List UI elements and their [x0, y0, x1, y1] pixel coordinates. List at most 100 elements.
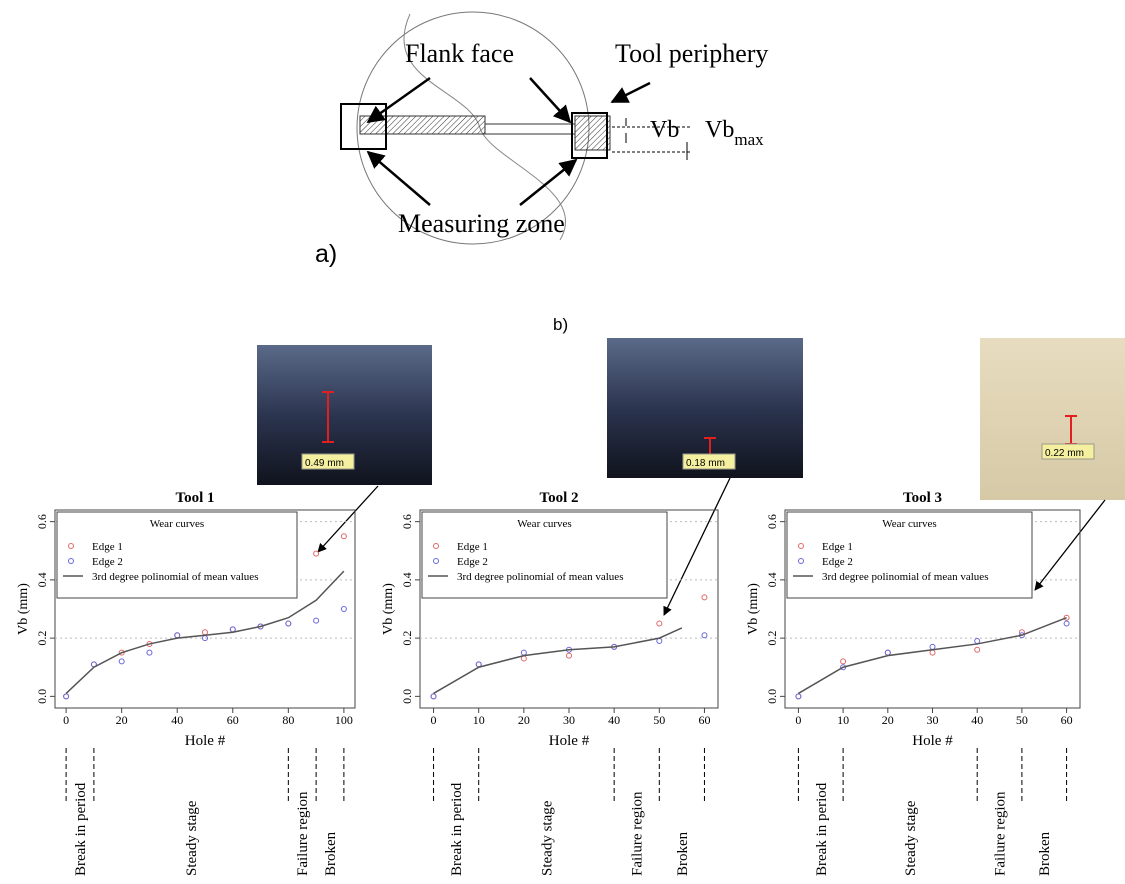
legend-label: Edge 1	[457, 541, 488, 553]
panel-label: a)	[315, 240, 337, 268]
stage-label: Steady stage	[903, 800, 919, 876]
stage-label: Broken	[323, 831, 339, 876]
x-tick-label: 0	[63, 713, 69, 727]
diagram-label: Vb	[705, 117, 734, 143]
data-point	[567, 653, 572, 658]
stage-label: Failure region	[630, 791, 646, 876]
data-point	[657, 639, 662, 644]
legend-label: Edge 2	[457, 556, 488, 568]
y-tick-label: 0.6	[765, 514, 779, 529]
data-point	[796, 694, 801, 699]
chart-title: Tool 1	[175, 490, 214, 506]
tool-photo	[980, 338, 1125, 500]
y-tick-label: 0.6	[35, 514, 49, 529]
diagram-label: max	[734, 130, 764, 149]
data-point	[702, 633, 707, 638]
x-tick-label: 20	[116, 713, 128, 727]
panel-label: b)	[553, 315, 568, 334]
x-tick-label: 100	[335, 713, 353, 727]
data-point	[841, 659, 846, 664]
x-axis-label: Hole #	[549, 733, 590, 749]
arrow	[318, 486, 378, 552]
legend-label: 3rd degree polinomial of mean values	[457, 571, 623, 583]
data-point	[147, 650, 152, 655]
y-tick-label: 0.4	[35, 572, 49, 587]
x-tick-label: 50	[653, 713, 665, 727]
chart-title: Tool 3	[903, 490, 942, 506]
x-tick-label: 10	[837, 713, 849, 727]
data-point	[975, 639, 980, 644]
data-point	[341, 534, 346, 539]
data-point	[175, 633, 180, 638]
figure: Flank face Tool periphery Vb Vbmax Measu…	[0, 0, 1125, 879]
y-tick-label: 0.6	[400, 514, 414, 529]
x-tick-label: 30	[927, 713, 939, 727]
x-tick-label: 20	[518, 713, 530, 727]
legend-label: Edge 2	[822, 556, 853, 568]
legend-label: Edge 1	[822, 541, 853, 553]
y-tick-label: 0.2	[35, 631, 49, 646]
measure-label: 0.49 mm	[305, 458, 344, 469]
diagram-label: Measuring zone	[398, 209, 565, 238]
y-tick-label: 0.0	[400, 689, 414, 704]
x-tick-label: 60	[698, 713, 710, 727]
x-axis-label: Hole #	[912, 733, 953, 749]
legend-label: Edge 1	[92, 541, 123, 553]
data-point	[314, 618, 319, 623]
y-tick-label: 0.4	[765, 572, 779, 587]
y-tick-label: 0.2	[765, 631, 779, 646]
legend-label: 3rd degree polinomial of mean values	[822, 571, 988, 583]
stage-label: Steady stage	[539, 800, 555, 876]
legend-label: 3rd degree polinomial of mean values	[92, 571, 258, 583]
data-point	[431, 694, 436, 699]
x-tick-label: 40	[608, 713, 620, 727]
x-tick-label: 30	[563, 713, 575, 727]
data-point	[203, 630, 208, 635]
data-point	[657, 621, 662, 626]
data-point	[521, 650, 526, 655]
legend-title: Wear curves	[882, 518, 936, 530]
y-tick-label: 0.0	[765, 689, 779, 704]
data-point	[341, 607, 346, 612]
arrow	[664, 478, 730, 615]
legend-title: Wear curves	[150, 518, 204, 530]
y-axis-label: Vb (mm)	[746, 583, 761, 635]
legend-label: Edge 2	[92, 556, 123, 568]
data-point	[1064, 621, 1069, 626]
diagram-label: Flank face	[405, 39, 514, 68]
x-tick-label: 20	[882, 713, 894, 727]
x-axis-label: Hole #	[185, 733, 226, 749]
y-tick-label: 0.2	[400, 631, 414, 646]
x-tick-label: 10	[473, 713, 485, 727]
x-tick-label: 0	[795, 713, 801, 727]
data-point	[702, 595, 707, 600]
y-tick-label: 0.0	[35, 689, 49, 704]
diagram-label: Vb	[650, 117, 679, 143]
data-point	[64, 694, 69, 699]
stage-label: Broken	[675, 831, 691, 876]
x-tick-label: 60	[227, 713, 239, 727]
data-point	[286, 621, 291, 626]
data-point	[975, 647, 980, 652]
chart: 0.49 mm Tool 1 0.0 0.2 0.4 0.6 0 20 40 60 80 100 Hol…	[16, 345, 432, 876]
wear-diagram: Flank face Tool periphery Vb Vbmax Measu…	[315, 12, 768, 268]
data-point	[885, 650, 890, 655]
data-point	[119, 659, 124, 664]
stage-label: Break in period	[814, 782, 830, 876]
data-point	[314, 551, 319, 556]
x-tick-label: 80	[282, 713, 294, 727]
data-point	[230, 627, 235, 632]
x-tick-label: 50	[1016, 713, 1028, 727]
data-point	[930, 650, 935, 655]
diagram-label: Tool periphery	[615, 39, 768, 68]
stage-label: Break in period	[449, 782, 465, 876]
measure-label: 0.22 mm	[1045, 448, 1084, 459]
measure-label: 0.18 mm	[686, 458, 725, 469]
stage-label: Broken	[1037, 831, 1053, 876]
chart: 0.18 mmTool 20.00.20.40.60102030405060Ho…	[381, 338, 803, 876]
x-tick-label: 60	[1061, 713, 1073, 727]
legend-title: Wear curves	[517, 518, 571, 530]
stage-label: Steady stage	[184, 800, 200, 876]
y-axis-label: Vb (mm)	[381, 583, 396, 635]
x-tick-label: 40	[171, 713, 183, 727]
